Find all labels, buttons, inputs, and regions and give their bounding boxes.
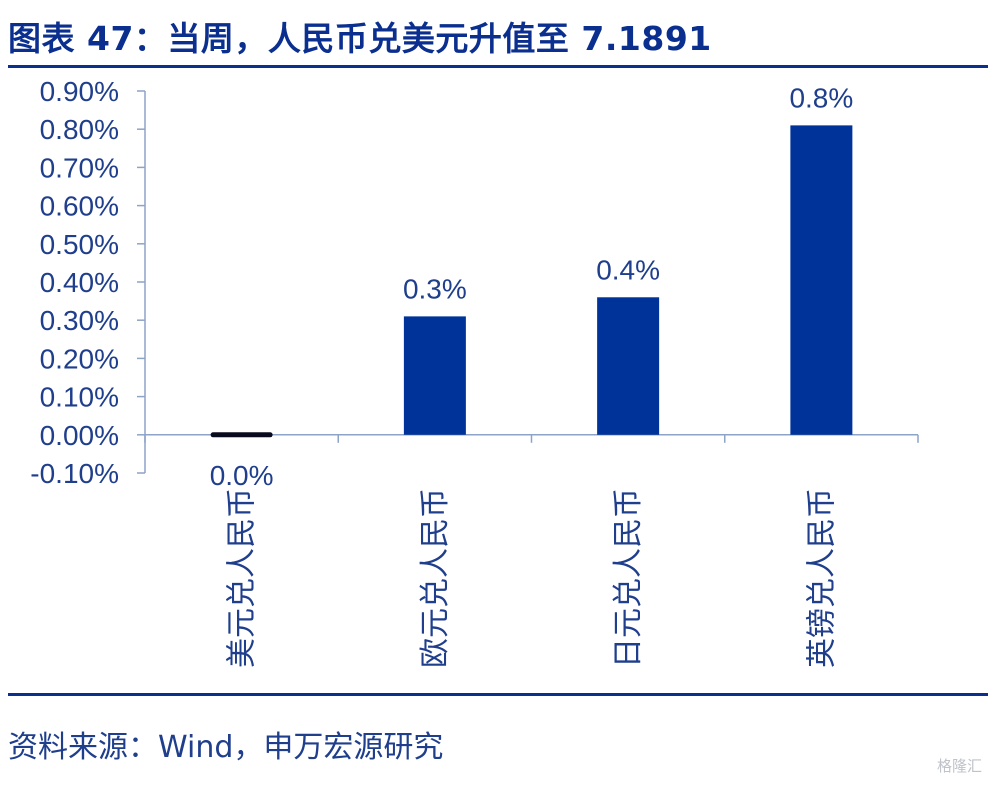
data-label: 0.4%	[596, 254, 660, 285]
y-tick-label: 0.30%	[40, 305, 119, 336]
category-label: 英镑兑人民币	[804, 488, 839, 668]
bar	[597, 297, 660, 435]
x-axis	[144, 434, 919, 443]
y-tick-label: 0.60%	[40, 191, 119, 222]
bars	[210, 125, 853, 438]
y-tick-label: 0.70%	[40, 152, 119, 183]
bar-chart: -0.10% 0.00% 0.10% 0.20% 0.30% 0.40% 0.50% 0.60…	[30, 76, 919, 668]
y-axis: -0.10% 0.00% 0.10% 0.20% 0.30% 0.40% 0.50% 0.60…	[30, 76, 146, 489]
bar	[790, 125, 853, 435]
y-tick-label: 0.80%	[40, 114, 119, 145]
y-tick-label: -0.10%	[30, 458, 119, 489]
y-tick-label: 0.00%	[40, 420, 119, 451]
bar	[210, 432, 273, 438]
y-tick-label: 0.20%	[40, 343, 119, 374]
data-label: 0.8%	[789, 82, 853, 113]
category-label: 美元兑人民币	[225, 488, 260, 668]
data-label: 0.3%	[403, 273, 467, 304]
category-labels: 美元兑人民币 欧元兑人民币 日元兑人民币 英镑兑人民币	[225, 488, 840, 668]
watermark: 格隆汇	[936, 757, 982, 775]
source-note: 资料来源：Wind，申万宏源研究	[8, 730, 444, 765]
title-divider	[8, 65, 988, 68]
data-labels: 0.0% 0.3% 0.4% 0.8%	[210, 82, 854, 490]
data-label: 0.0%	[210, 460, 274, 491]
chart-title: 图表 47：当周，人民币兑美元升值至 7.1891	[8, 19, 712, 58]
category-label: 欧元兑人民币	[418, 488, 453, 668]
footer-divider	[8, 693, 988, 696]
y-tick-label: 0.10%	[40, 382, 119, 413]
y-tick-label: 0.90%	[40, 76, 119, 107]
y-tick-label: 0.40%	[40, 267, 119, 298]
y-tick-label: 0.50%	[40, 229, 119, 260]
category-label: 日元兑人民币	[611, 488, 646, 668]
bar	[403, 316, 466, 435]
